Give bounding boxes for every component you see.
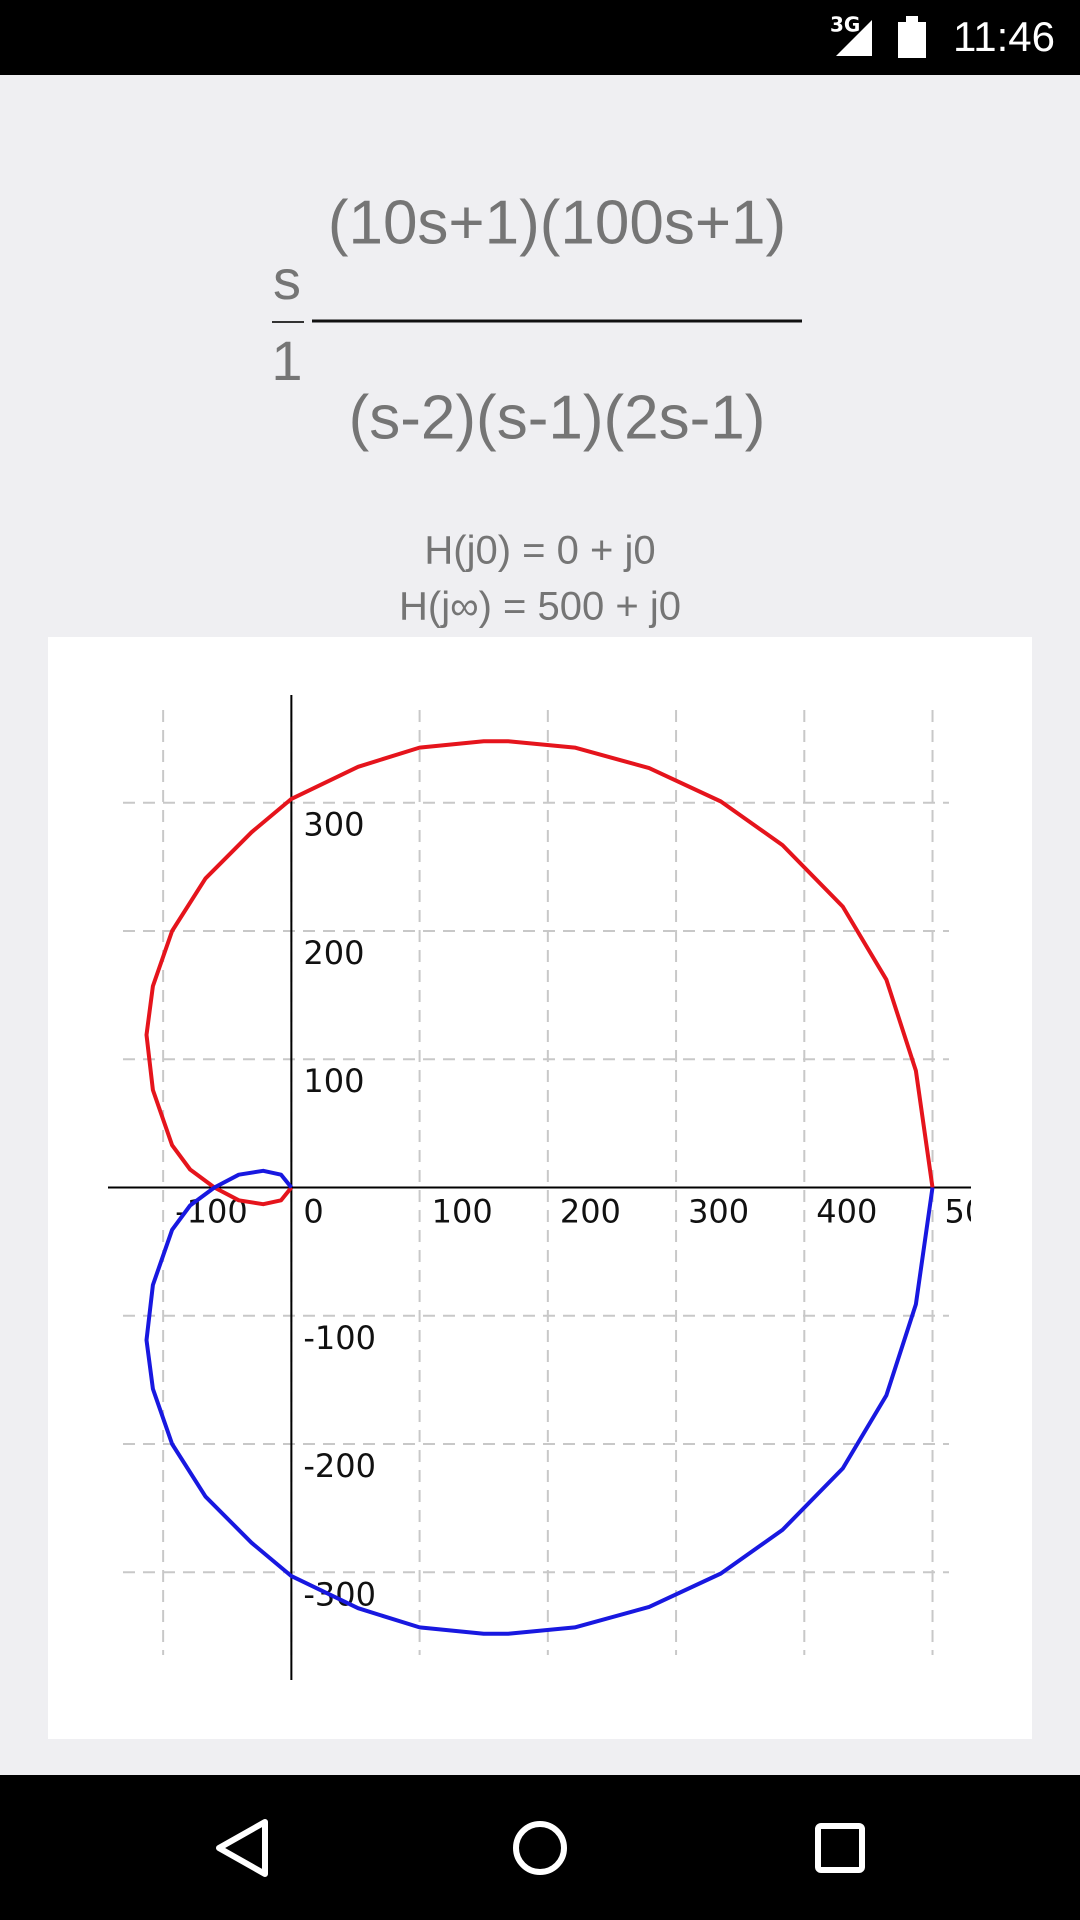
clock: 11:46 [953, 13, 1055, 60]
back-button[interactable] [216, 1819, 268, 1877]
x-tick-label: 400 [816, 1193, 877, 1231]
plot: -1000100200300400500-300-200-10010020030… [108, 695, 1006, 1680]
formula-prefix-denominator: 1 [271, 329, 302, 392]
nav-bar [0, 1775, 1080, 1920]
formula-numerator: (10s+1)(100s+1) [328, 188, 786, 257]
formula-prefix-numerator: s [273, 248, 301, 311]
network-type: 3G [830, 13, 860, 37]
signal-icon [836, 20, 872, 56]
result-line: H(j∞) = 500 + j0 [399, 585, 681, 629]
formula-denominator: (s-2)(s-1)(2s-1) [349, 383, 766, 452]
y-tick-label: 200 [303, 934, 364, 972]
result-line: H(j0) = 0 + j0 [424, 529, 655, 573]
x-tick-label: 100 [432, 1193, 493, 1231]
nyquist-curve [144, 739, 935, 1207]
y-tick-label: 300 [303, 806, 364, 844]
battery-tip [906, 16, 918, 22]
x-tick-label: 200 [560, 1193, 621, 1231]
x-tick-label: 500 [945, 1193, 1006, 1231]
x-tick-label: 0 [303, 1193, 323, 1231]
recents-button[interactable] [815, 1823, 865, 1873]
battery-icon [898, 22, 926, 58]
home-button[interactable] [513, 1821, 567, 1875]
y-tick-label: -100 [303, 1319, 376, 1357]
y-tick-label: 100 [303, 1062, 364, 1100]
y-tick-label: -200 [303, 1447, 376, 1485]
nyquist-curve [144, 1168, 935, 1636]
y-tick-label: -300 [303, 1575, 376, 1613]
x-tick-label: 300 [688, 1193, 749, 1231]
